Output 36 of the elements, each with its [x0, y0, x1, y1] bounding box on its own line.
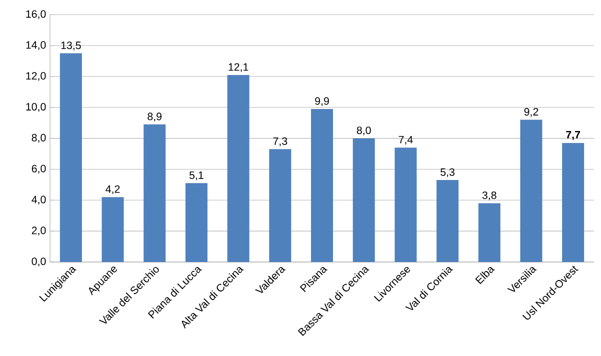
bar	[227, 74, 250, 262]
bar	[102, 197, 124, 262]
data-label: 8,0	[356, 126, 371, 136]
y-tick-label: 4,0	[32, 196, 46, 205]
data-label: 4,2	[106, 185, 120, 194]
y-tick-label: 14,0	[26, 41, 46, 50]
data-label: 8,9	[148, 112, 162, 122]
data-label: 5,1	[189, 172, 204, 180]
bar	[478, 203, 500, 262]
y-tick-label: 16,0	[26, 10, 46, 20]
bar	[60, 53, 82, 262]
y-tick-label: 6,0	[32, 164, 46, 174]
data-label: 3,8	[482, 192, 496, 200]
y-tick-label: 0,0	[32, 258, 46, 266]
y-tick-label: 2,0	[32, 226, 46, 236]
bar	[311, 108, 333, 262]
data-label: 9,2	[524, 108, 538, 117]
x-tick-label: Elba	[475, 266, 495, 284]
bar	[394, 148, 417, 262]
y-tick-label: 12,0	[26, 72, 46, 81]
bar	[144, 124, 166, 262]
data-label: 7,4	[398, 136, 413, 145]
bar	[269, 149, 292, 262]
y-tick-label: 8,0	[32, 134, 46, 143]
data-label: 9,9	[315, 97, 329, 106]
bar	[352, 138, 375, 262]
bar	[185, 183, 208, 262]
data-label: 12,1	[228, 63, 248, 72]
data-label: 5,3	[440, 168, 454, 178]
bar	[436, 180, 459, 262]
data-label: 7,3	[273, 137, 288, 146]
data-label: 13,5	[61, 42, 81, 50]
data-label: 7,7	[566, 131, 580, 140]
y-tick-label: 10,0	[26, 103, 46, 112]
bar	[562, 142, 584, 262]
bar	[520, 120, 542, 262]
